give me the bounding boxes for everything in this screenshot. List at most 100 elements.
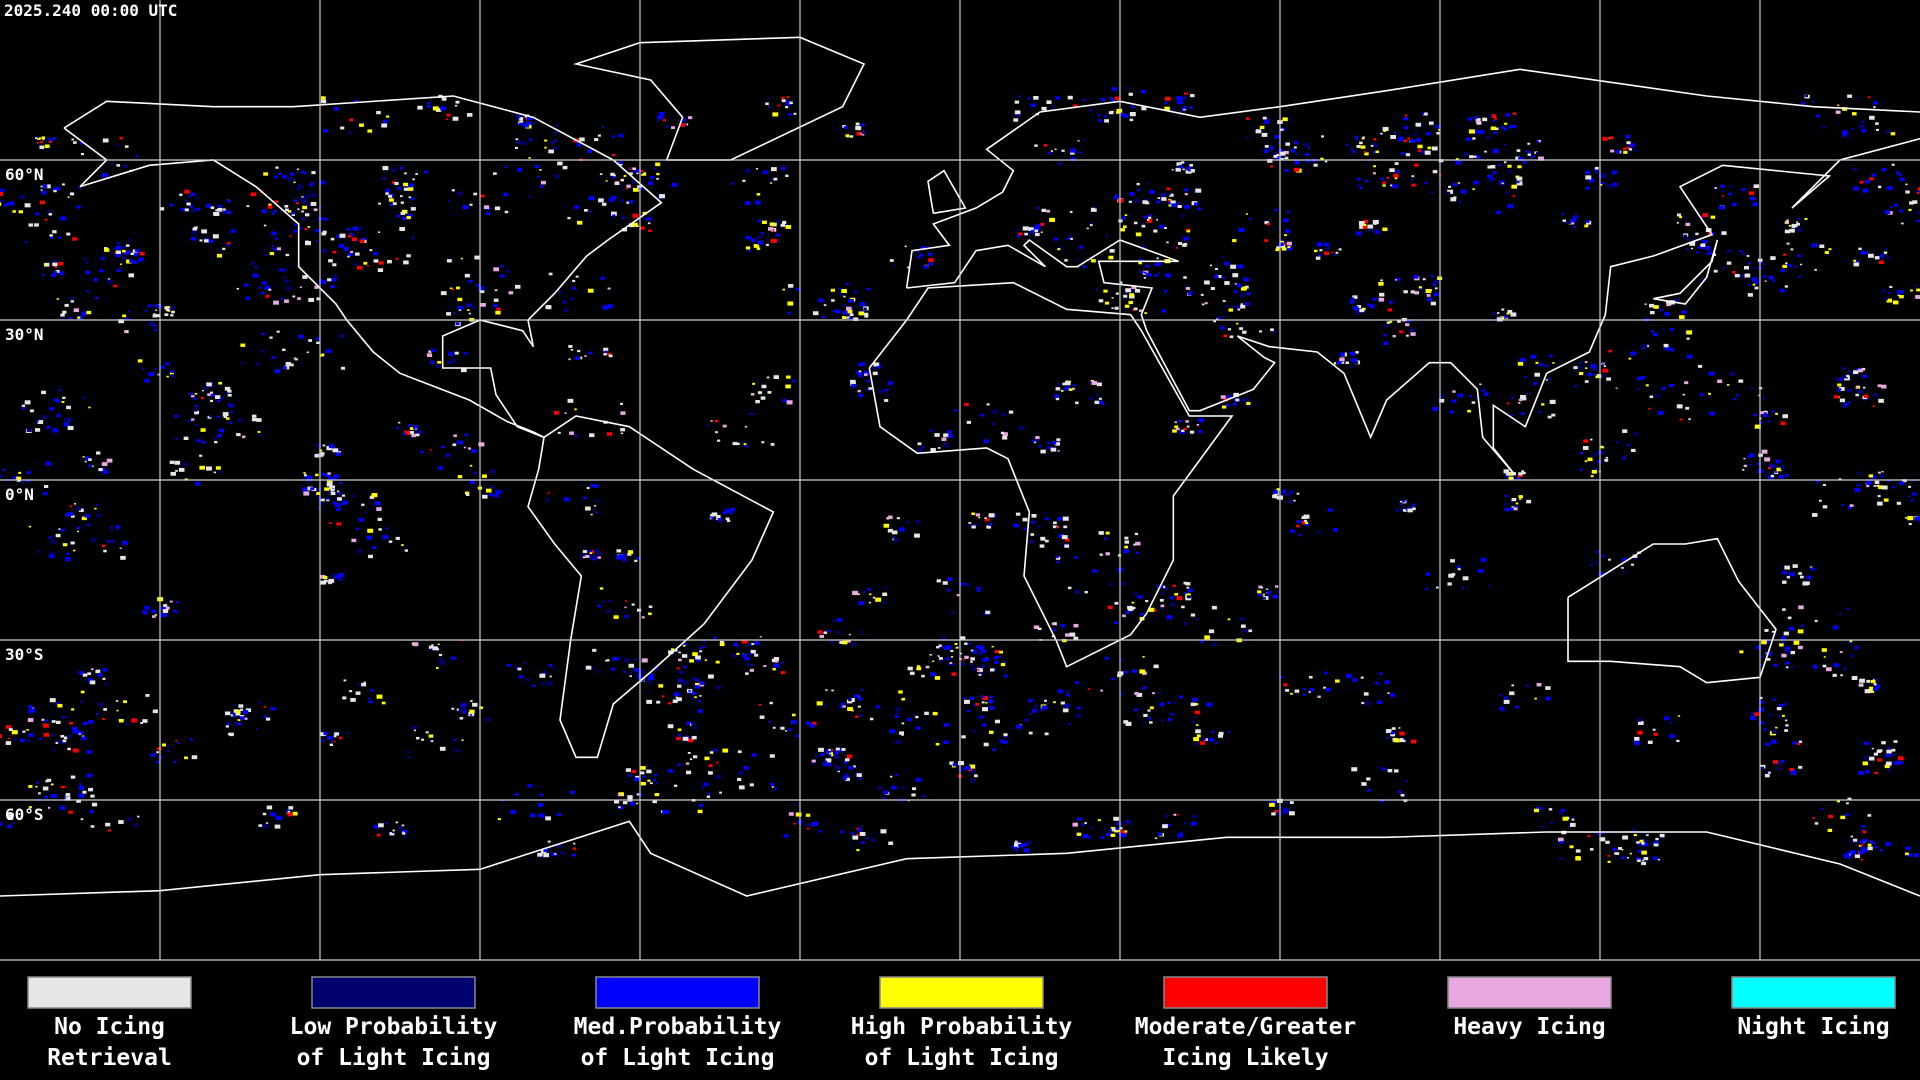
icing-pixel [613, 174, 616, 177]
icing-pixel [1104, 301, 1110, 305]
icing-pixel [228, 421, 233, 425]
icing-pixel [52, 230, 57, 234]
icing-pixel [1160, 604, 1165, 608]
icing-pixel [955, 646, 959, 649]
icing-pixel [632, 171, 635, 173]
icing-pixel [1236, 305, 1240, 308]
icing-pixel [1785, 221, 1790, 224]
icing-pixel [863, 373, 868, 376]
icing-pixel [1076, 258, 1080, 261]
icing-pixel [1669, 734, 1675, 739]
icing-pixel [289, 172, 295, 176]
icing-pixel [1182, 106, 1187, 110]
icing-pixel [1037, 627, 1041, 630]
icing-pixel [327, 278, 332, 282]
icing-pixel [66, 734, 72, 739]
icing-pixel [1200, 293, 1204, 296]
icing-pixel [1764, 462, 1767, 465]
icing-pixel [1147, 182, 1150, 185]
icing-pixel [1897, 294, 1900, 297]
icing-pixel [676, 697, 682, 702]
icing-pixel [867, 588, 872, 591]
icing-pixel [704, 756, 710, 761]
icing-pixel [1163, 226, 1167, 230]
icing-pixel [1233, 392, 1240, 397]
icing-pixel [1067, 586, 1072, 590]
icing-pixel [292, 295, 296, 298]
icing-pixel [592, 508, 595, 511]
icing-pixel [991, 409, 997, 414]
icing-pixel [466, 112, 473, 117]
icing-pixel [608, 198, 614, 202]
icing-pixel [1055, 387, 1061, 391]
icing-pixel [1123, 225, 1127, 228]
icing-pixel [677, 684, 682, 688]
icing-pixel [707, 674, 714, 679]
icing-pixel [1855, 386, 1859, 389]
icing-pixel [805, 813, 811, 817]
icing-pixel [1627, 444, 1630, 447]
icing-pixel [1002, 432, 1008, 437]
icing-pixel [374, 501, 381, 506]
icing-pixel [1184, 188, 1189, 192]
icing-pixel [315, 229, 320, 233]
icing-pixel [963, 697, 967, 699]
icing-pixel [332, 263, 337, 267]
icing-pixel [397, 186, 402, 190]
icing-pixel [204, 237, 209, 241]
icing-pixel [891, 785, 897, 790]
icing-pixel [1249, 217, 1252, 220]
icing-pixel [1500, 709, 1505, 713]
icing-pixel [554, 139, 558, 142]
icing-pixel [869, 717, 874, 721]
coastline [527, 415, 775, 759]
icing-pixel [1055, 556, 1061, 560]
icing-pixel [48, 213, 53, 216]
icing-pixel [608, 354, 613, 358]
icing-pixel [767, 227, 774, 231]
icing-pixel [842, 705, 846, 708]
icing-pixel [622, 558, 627, 562]
icing-pixel [1239, 617, 1245, 621]
icing-pixel [892, 264, 896, 267]
icing-pixel [1331, 251, 1334, 253]
icing-pixel [319, 279, 326, 285]
icing-pixel [1910, 499, 1914, 502]
icing-pixel [626, 201, 630, 204]
icing-pixel [1024, 232, 1028, 236]
icing-pixel [619, 183, 622, 186]
icing-pixel [1539, 363, 1544, 366]
icing-pixel [101, 544, 106, 548]
icing-pixel [526, 121, 532, 125]
icing-pixel [875, 597, 882, 602]
icing-pixel [1084, 590, 1088, 594]
icing-pixel [296, 202, 299, 205]
icing-pixel [755, 168, 759, 170]
icing-pixel [31, 707, 35, 710]
icing-pixel [969, 696, 975, 700]
icing-pixel [1038, 445, 1042, 448]
icing-pixel [1415, 138, 1422, 142]
icing-pixel [1886, 186, 1893, 191]
icing-pixel [1070, 148, 1077, 153]
icing-pixel [614, 799, 620, 804]
icing-pixel [1131, 309, 1135, 311]
icing-pixel [932, 711, 938, 716]
icing-pixel [634, 658, 637, 661]
icing-pixel [65, 793, 71, 797]
icing-pixel [1483, 392, 1489, 396]
icing-pixel [1686, 330, 1693, 335]
icing-pixel [1438, 394, 1445, 399]
icing-pixel [842, 316, 847, 319]
icing-pixel [1058, 533, 1064, 538]
icing-pixel [468, 312, 471, 315]
icing-pixel [629, 672, 632, 674]
icing-pixel [1015, 512, 1021, 516]
icing-pixel [1269, 146, 1275, 150]
icing-pixel [343, 247, 349, 251]
icing-pixel [993, 660, 999, 665]
icing-pixel [618, 792, 624, 797]
icing-pixel [40, 185, 43, 188]
icing-pixel [1863, 741, 1868, 745]
coastline [0, 820, 1920, 897]
